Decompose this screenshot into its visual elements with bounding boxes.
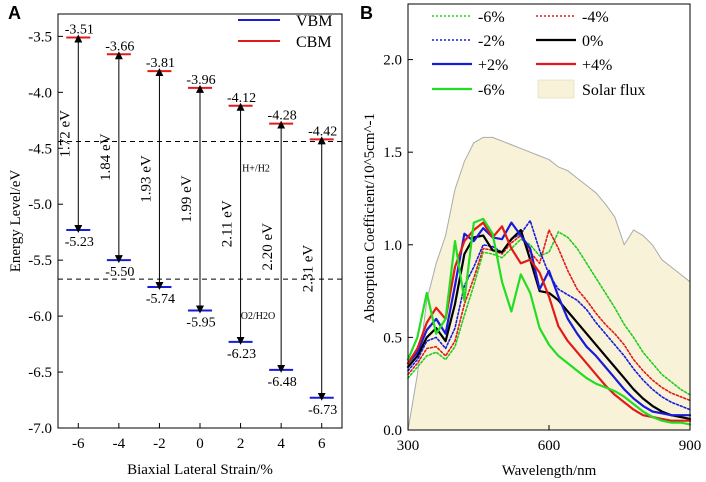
panel-b-legend: -6% -4% -2% 0% +2% +4% -6% Solar flux: [432, 9, 646, 99]
x-tick-label: 0: [196, 436, 204, 452]
x-tick-label: 4: [277, 436, 285, 452]
legend-swatch: [537, 79, 575, 99]
cbm-value-label: -3.51: [65, 22, 94, 37]
legend-label: VBM: [296, 13, 332, 30]
x-tick-label: -4: [113, 436, 126, 452]
y-tick-label: 0.0: [383, 423, 402, 439]
y-tick-label: 2.0: [383, 53, 402, 69]
y-tick-label: -6.0: [28, 309, 52, 325]
vbm-value-label: -6.73: [308, 403, 337, 418]
legend-label: 0%: [582, 33, 603, 50]
reference-label: O2/H2O: [241, 311, 275, 322]
legend-label: Solar flux: [582, 82, 646, 99]
cbm-value-label: -4.28: [268, 109, 297, 124]
panel-a: A -7.0-6.5-6.0-5.5-5.0-4.5-4.0-3.5 -6 -4-…: [8, 3, 343, 478]
cbm-value-label: -4.42: [308, 124, 337, 139]
y-tick-label: -5.0: [28, 197, 52, 213]
band-gap-label: 1.93 eV: [138, 155, 154, 203]
series-line: [407, 219, 691, 411]
x-tick-label: 900: [679, 438, 702, 454]
vbm-value-label: -5.50: [105, 265, 134, 280]
reference-label: H+/H2: [242, 164, 270, 175]
x-tick-label: 300: [397, 438, 420, 454]
solar-flux-fill: [408, 137, 690, 431]
legend-label: -2%: [478, 33, 505, 50]
y-tick-label: -5.5: [28, 253, 52, 269]
vbm-value-label: -6.48: [268, 375, 297, 390]
panel-b-x-axis: 300 600 900: [397, 425, 702, 454]
legend-label: +2%: [478, 57, 508, 74]
panel-b-label: B: [360, 3, 373, 23]
solar-flux-outline: [407, 136, 691, 431]
solar-flux-area: [407, 136, 691, 431]
panel-b-y-axis: 0.0 0.5 1.0 1.5 2.0: [383, 53, 413, 439]
cbm-value-label: -3.81: [146, 56, 175, 71]
reference-levels: H+/H2 O2/H2O: [58, 141, 342, 322]
vbm-value-label: -5.23: [65, 235, 94, 250]
y-tick-label: -3.5: [28, 29, 52, 45]
series-line: [406, 221, 692, 417]
y-tick-label: -4.0: [28, 85, 52, 101]
vbm-value-label: -6.23: [227, 347, 256, 362]
y-tick-label: 1.0: [383, 238, 402, 254]
panel-a-label: A: [8, 3, 21, 23]
series-line: [407, 229, 691, 402]
absorption-series: [406, 217, 692, 426]
band-gap-label: 2.20 eV: [260, 223, 276, 271]
panel-a-y-axis: -7.0 -6.5 -6.0 -5.5 -5.0 -4.5 -4.0 -3.5: [28, 29, 63, 437]
series-line: [407, 231, 691, 396]
y-tick-label: -6.5: [28, 365, 52, 381]
panel-b: B 0.0 0.5 1.0 1.5 2.0 300 600 900 -6% -4% -2% 0% +…: [360, 3, 701, 479]
cbm-value-label: -4.12: [227, 91, 256, 106]
series-line: [406, 228, 692, 420]
series-line: [406, 221, 692, 422]
panel-a-legend: VBM CBM: [238, 13, 332, 51]
band-gap-label: 1.84 eV: [98, 133, 114, 181]
panel-a-y-label: Energy Level/eV: [8, 170, 24, 273]
band-levels: -3.51-5.231.72 eV-3.66-5.501.84 eV-3.81-…: [57, 22, 337, 417]
x-tick-label: -2: [153, 436, 166, 452]
band-gap-label: 1.99 eV: [179, 175, 195, 223]
y-tick-label: 0.5: [383, 330, 402, 346]
legend-label: +4%: [582, 57, 612, 74]
band-gap-label: 2.31 eV: [301, 245, 317, 293]
vbm-value-label: -5.95: [186, 316, 215, 331]
panel-b-y-label: Absorption Coefficient/10^5cm^-1: [362, 113, 378, 323]
panel-a-x-axis: -6 -4 -2 0 2 4 6: [72, 423, 326, 452]
series-line: [406, 217, 692, 426]
x-tick-label: 6: [318, 436, 326, 452]
y-tick-label: 1.5: [383, 145, 402, 161]
x-tick-label: 2: [237, 436, 245, 452]
panel-a-x-label: Biaxial Lateral Strain/%: [127, 462, 273, 478]
x-tick-label: -6: [72, 436, 85, 452]
band-gap-label: 2.11 eV: [220, 200, 236, 247]
band-gap-label: 1.72 eV: [57, 110, 73, 158]
legend-label: -6%: [478, 82, 505, 99]
panel-b-x-label: Wavelength/nm: [502, 463, 597, 479]
y-tick-label: -7.0: [28, 421, 52, 437]
legend-label: -4%: [582, 9, 609, 26]
y-tick-label: -4.5: [28, 141, 52, 157]
cbm-value-label: -3.66: [105, 39, 134, 54]
legend-label: CBM: [296, 34, 332, 51]
cbm-value-label: -3.96: [186, 73, 215, 88]
legend-label: -6%: [478, 9, 505, 26]
vbm-value-label: -5.74: [146, 292, 175, 307]
x-tick-label: 600: [538, 438, 561, 454]
